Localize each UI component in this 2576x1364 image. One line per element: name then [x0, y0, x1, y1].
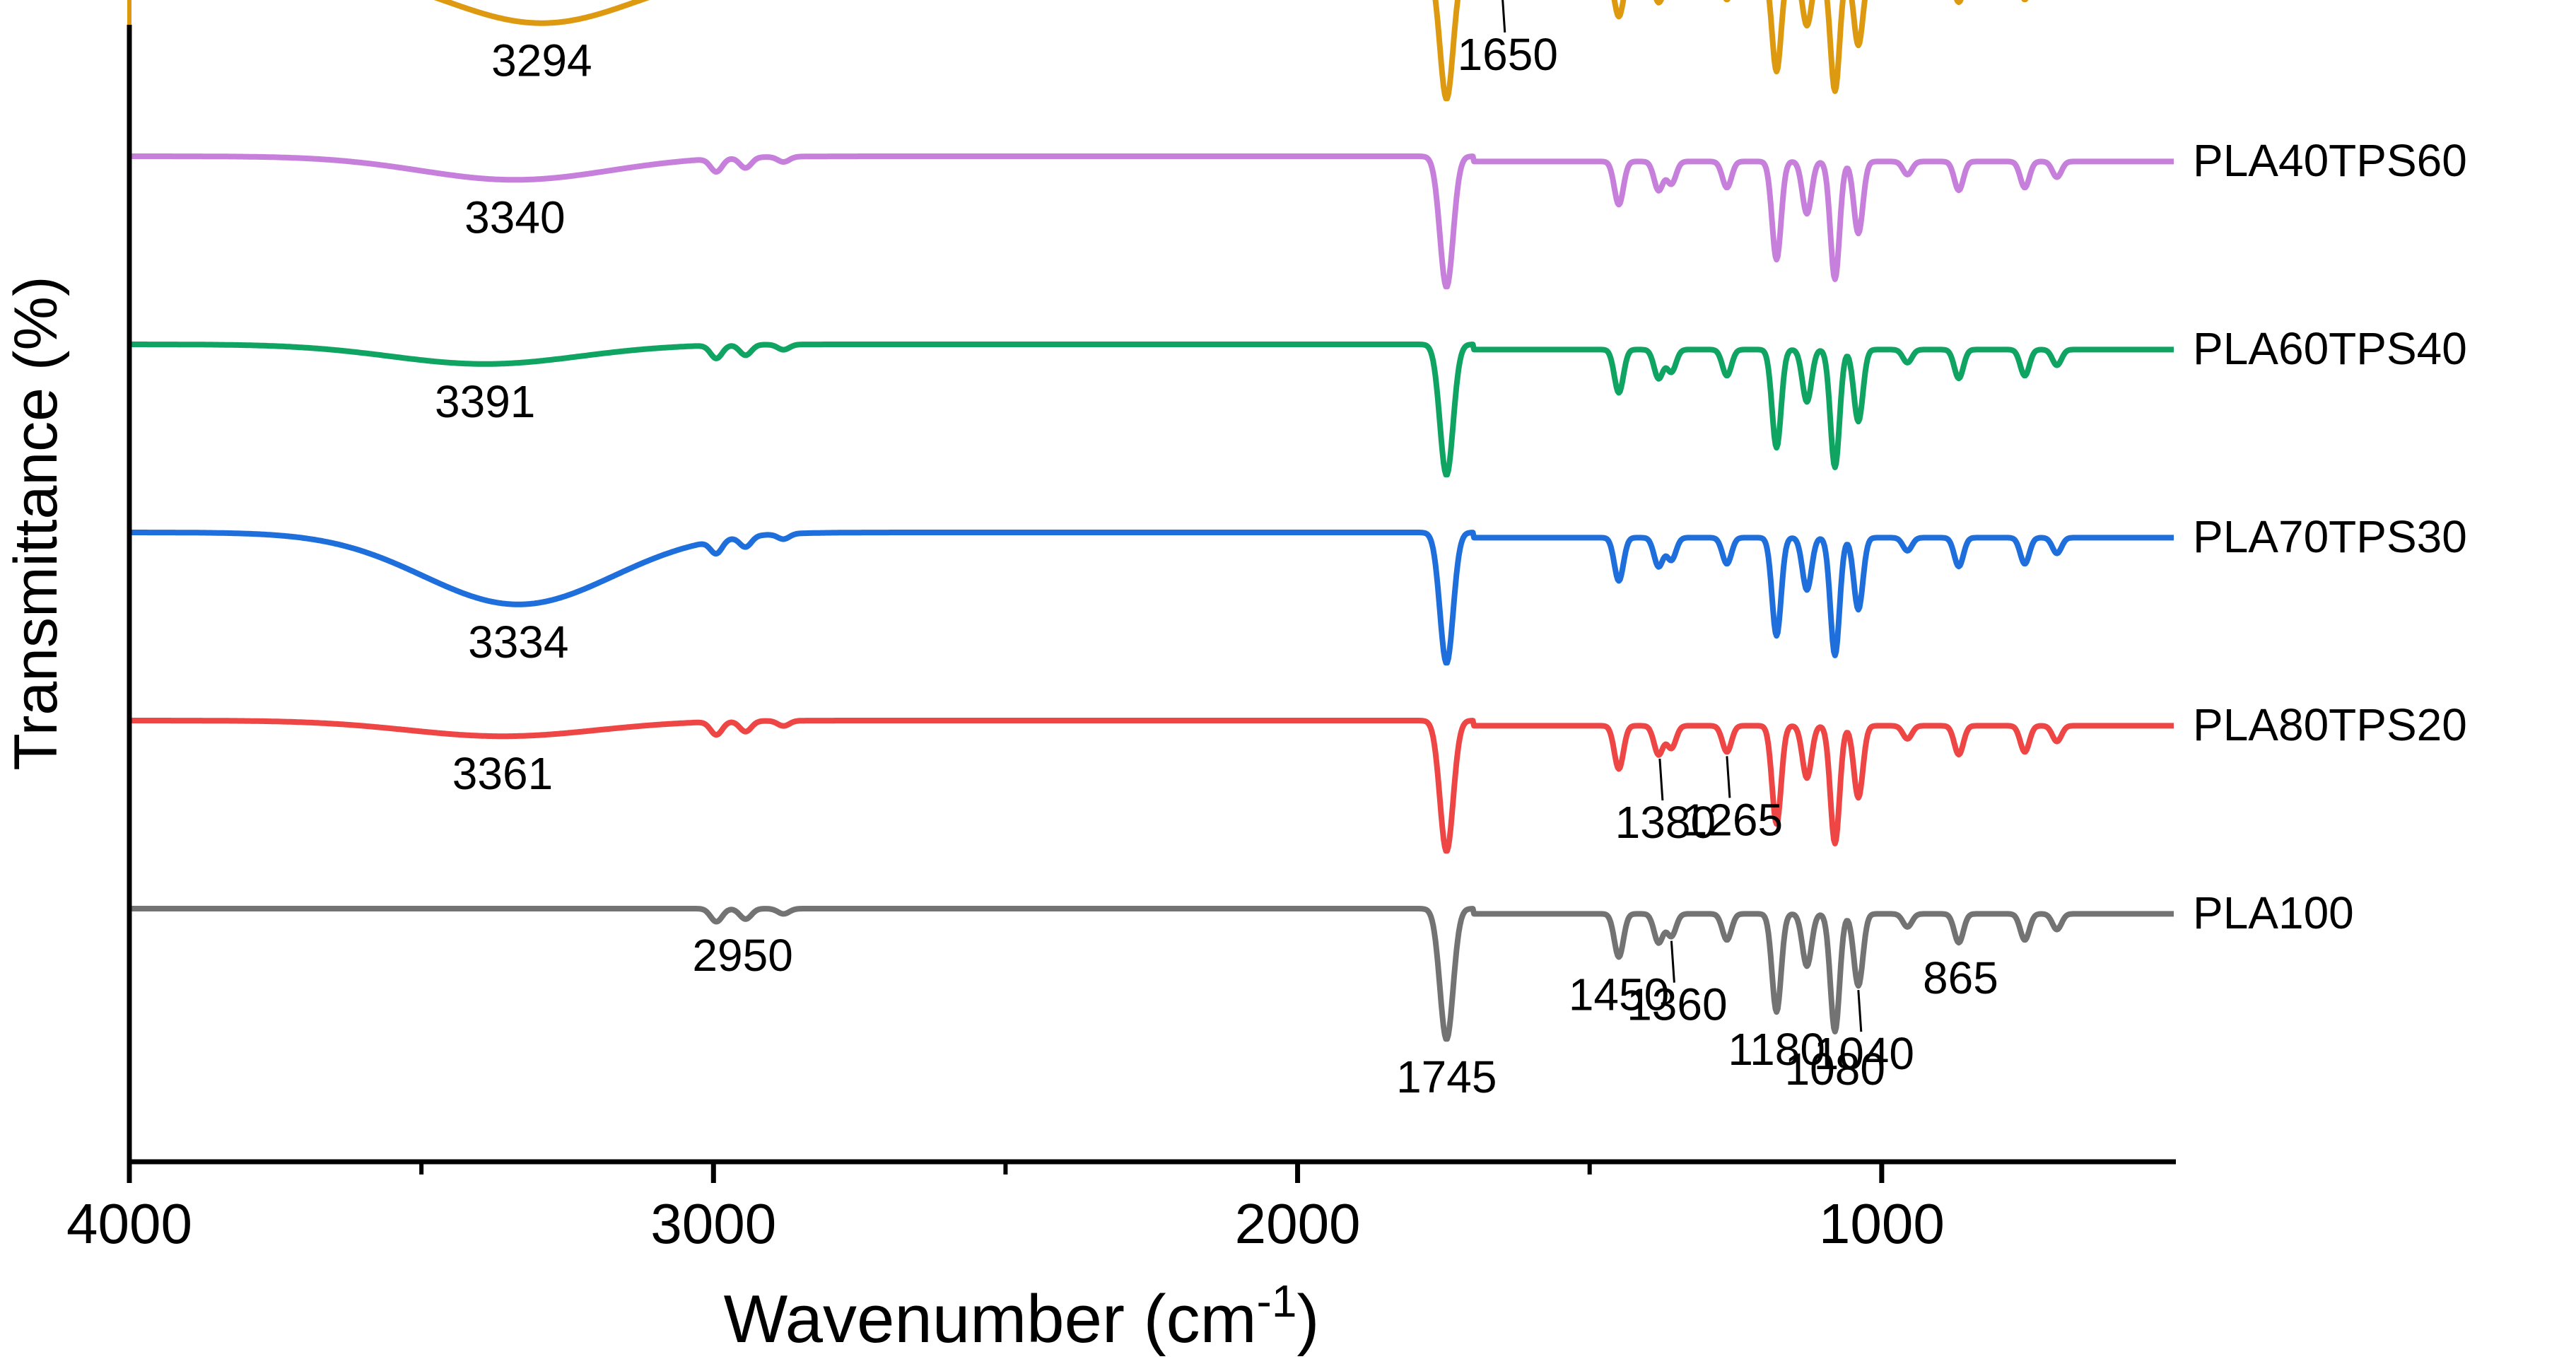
trace-pla40tps60 — [127, 153, 2176, 290]
x-tick-label-2000: 2000 — [1235, 1192, 1361, 1255]
annotation-3361: 3361 — [452, 748, 553, 799]
annotation-1265: 1265 — [1682, 794, 1783, 845]
trace-pla60tps40 — [127, 342, 2176, 478]
trace-pla100 — [127, 906, 2176, 1042]
annotation-leader-1265 — [1726, 756, 1731, 798]
annotation-leader-1360 — [1670, 940, 1675, 983]
trace-pla70tps30 — [127, 530, 2176, 666]
annotation-2950: 2950 — [692, 930, 792, 981]
annotation-1080: 1080 — [1785, 1044, 1885, 1095]
annotation-leader-1040 — [1857, 990, 1863, 1032]
series-label-pla100: PLA100 — [2193, 887, 2354, 938]
x-tick-label-4000: 4000 — [66, 1192, 192, 1255]
x-axis-label: Wavenumber (cm-1) — [724, 1276, 1320, 1357]
annotation-1180: 1180 — [1728, 1024, 1825, 1075]
series-label-pla70tps30: PLA70TPS30 — [2193, 511, 2467, 562]
x-axis-label-superscript: -1 — [1257, 1276, 1297, 1327]
annotation-leader-1650 — [1501, 0, 1506, 33]
x-tick-label-3000: 3000 — [650, 1192, 776, 1255]
annotation-1380: 1380 — [1615, 797, 1716, 848]
annotation-1650: 1650 — [1458, 29, 1558, 80]
annotation-1360: 1360 — [1627, 979, 1727, 1030]
spectra-traces — [127, 0, 2176, 1097]
annotation-1040: 1040 — [1814, 1028, 1914, 1079]
series-label-pla80tps20: PLA80TPS20 — [2193, 699, 2467, 750]
trace-pla80tps20 — [127, 718, 2176, 854]
annotation-leader-1380 — [1658, 758, 1664, 801]
x-axis-ticks: 4000 3000 2000 1000 — [66, 1162, 1945, 1255]
series-label-pla60tps40: PLA60TPS40 — [2193, 323, 2467, 374]
x-tick-label-1000: 1000 — [1819, 1192, 1945, 1255]
series-label-pla40tps60: PLA40TPS60 — [2193, 135, 2467, 186]
annotation-1450: 1450 — [1569, 969, 1669, 1020]
annotation-1745: 1745 — [1396, 1051, 1497, 1102]
annotation-3391: 3391 — [435, 376, 535, 427]
y-axis-label: Transmittance (%) — [2, 276, 70, 770]
trace-pla20tps80 — [433, 0, 2029, 102]
x-axis-label-main: Wavenumber (cm — [724, 1281, 1257, 1357]
annotation-865: 865 — [1923, 952, 1998, 1003]
x-axis-label-close: ) — [1296, 1281, 1319, 1357]
series-labels: PLA20TPS80PLA40TPS60PLA60TPS40PLA70TPS30… — [2193, 135, 2467, 938]
annotation-3334: 3334 — [468, 617, 568, 668]
annotation-3294: 3294 — [491, 35, 592, 86]
annotation-3340: 3340 — [464, 192, 565, 243]
